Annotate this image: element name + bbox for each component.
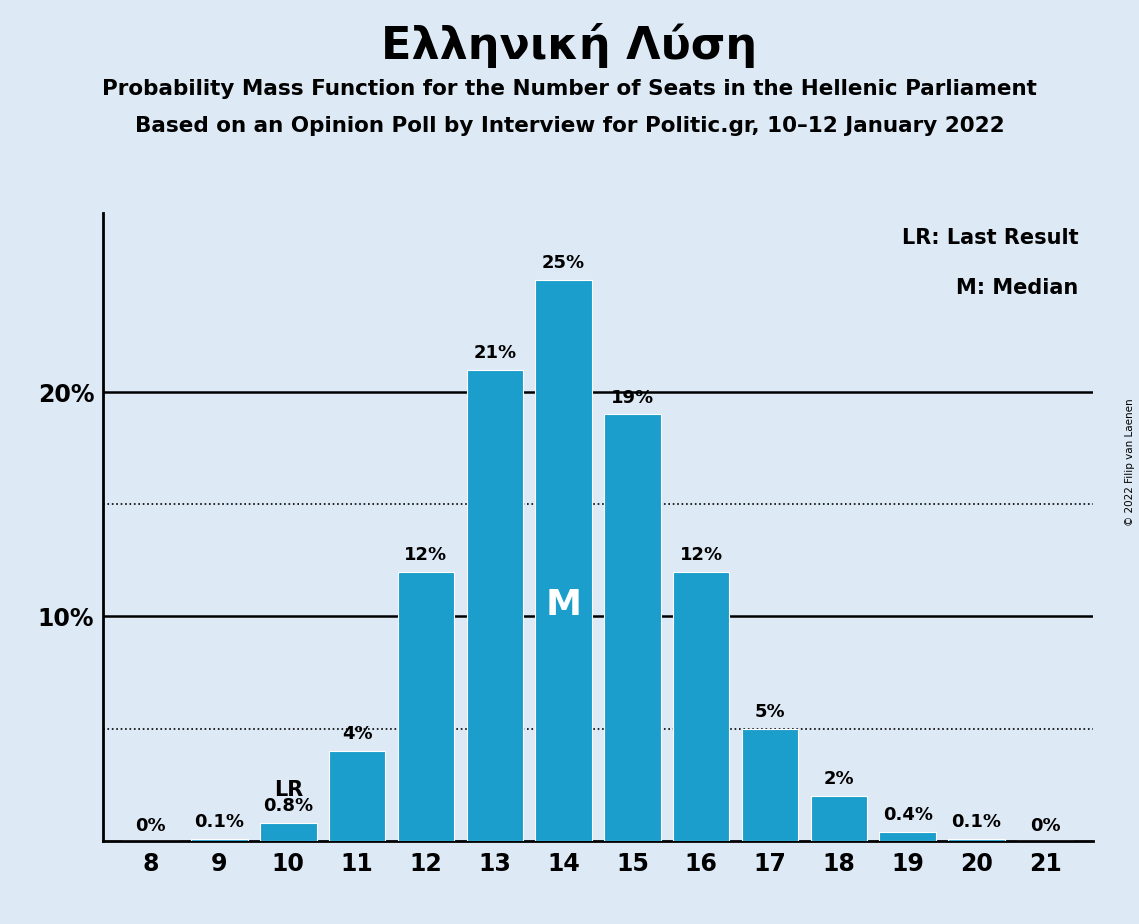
Text: 21%: 21%: [473, 344, 516, 361]
Text: 0.4%: 0.4%: [883, 806, 933, 824]
Bar: [673, 572, 729, 841]
Text: Ελληνική Λύση: Ελληνική Λύση: [382, 23, 757, 68]
Text: 19%: 19%: [611, 389, 654, 407]
Text: 12%: 12%: [404, 546, 448, 564]
Text: 0.1%: 0.1%: [951, 813, 1001, 831]
Bar: [260, 823, 317, 841]
Text: 0.1%: 0.1%: [195, 813, 245, 831]
Text: M: Median: M: Median: [957, 278, 1079, 298]
Text: Based on an Opinion Poll by Interview for Politic.gr, 10–12 January 2022: Based on an Opinion Poll by Interview fo…: [134, 116, 1005, 136]
Text: © 2022 Filip van Laenen: © 2022 Filip van Laenen: [1125, 398, 1134, 526]
Text: 5%: 5%: [755, 703, 785, 721]
Bar: [741, 729, 798, 841]
Bar: [398, 572, 454, 841]
Text: LR: LR: [273, 781, 303, 800]
Bar: [535, 280, 592, 841]
Bar: [191, 839, 247, 841]
Bar: [949, 839, 1005, 841]
Text: 0%: 0%: [1030, 817, 1060, 835]
Bar: [329, 751, 385, 841]
Bar: [604, 415, 661, 841]
Bar: [879, 832, 936, 841]
Text: M: M: [546, 589, 582, 622]
Text: 0.8%: 0.8%: [263, 797, 313, 815]
Text: 0%: 0%: [136, 817, 166, 835]
Text: 2%: 2%: [823, 770, 854, 788]
Bar: [811, 796, 867, 841]
Text: Probability Mass Function for the Number of Seats in the Hellenic Parliament: Probability Mass Function for the Number…: [103, 79, 1036, 99]
Text: 4%: 4%: [342, 725, 372, 743]
Bar: [467, 370, 523, 841]
Text: 25%: 25%: [542, 254, 585, 272]
Text: LR: Last Result: LR: Last Result: [902, 228, 1079, 249]
Text: 12%: 12%: [680, 546, 723, 564]
